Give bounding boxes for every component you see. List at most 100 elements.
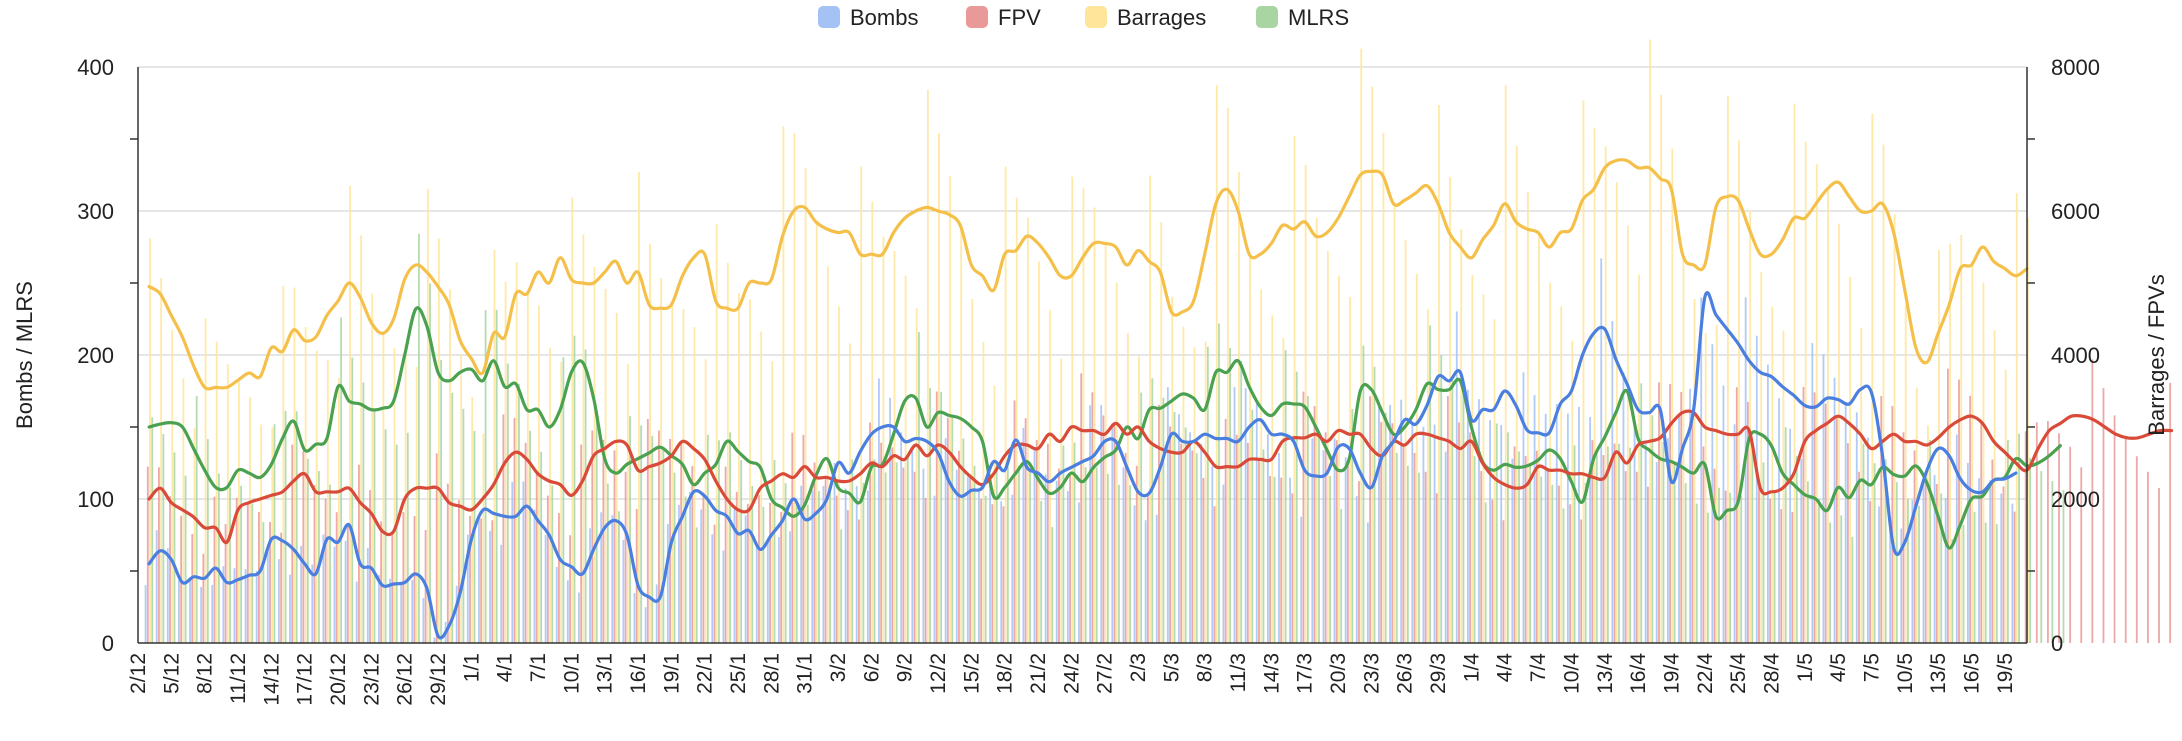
bar-mlrs xyxy=(1140,392,1143,643)
bar-barrages xyxy=(1626,225,1629,643)
bar-barrages xyxy=(271,427,274,643)
bar-bombs xyxy=(344,540,347,643)
bar-fpv xyxy=(1880,396,1883,643)
bar-mlrs xyxy=(1940,493,1943,643)
x-tick-label: 4/4 xyxy=(1494,653,1517,683)
bar-bombs xyxy=(811,490,814,643)
left-tick-label: 200 xyxy=(77,343,114,368)
bar-bombs xyxy=(189,579,191,643)
x-tick-label: 10/4 xyxy=(1560,653,1583,694)
right-axis-title: Barrages / FPVs xyxy=(2144,274,2169,435)
bar-bombs xyxy=(1844,403,1847,643)
bar-mlrs xyxy=(184,475,187,643)
bar-fpv xyxy=(1246,442,1249,643)
bar-fpv xyxy=(2102,388,2105,643)
bar-mlrs xyxy=(1529,465,1532,643)
bar-bombs xyxy=(1944,497,1947,643)
bar-bombs xyxy=(911,447,914,643)
bar-bombs xyxy=(622,539,625,643)
bar-barrages xyxy=(160,278,163,643)
bar-bombs xyxy=(855,485,858,643)
bar-bombs xyxy=(1178,414,1180,643)
bar-mlrs xyxy=(595,409,598,643)
bar-mlrs xyxy=(1106,473,1109,643)
bar-fpv xyxy=(202,553,205,643)
bar-barrages xyxy=(649,243,651,644)
bar-mlrs xyxy=(151,417,154,643)
x-tick-label: 9/2 xyxy=(894,653,917,682)
x-tick-label: 22/1 xyxy=(694,653,717,694)
bar-mlrs xyxy=(551,485,554,643)
bar-barrages xyxy=(1326,251,1329,643)
bar-barrages xyxy=(804,168,807,644)
bar-fpv xyxy=(791,432,794,643)
bar-mlrs xyxy=(1729,492,1732,643)
bar-barrages xyxy=(1082,188,1085,644)
bar-mlrs xyxy=(451,392,454,643)
bar-mlrs xyxy=(618,511,620,643)
bar-bombs xyxy=(300,545,303,643)
bar-barrages xyxy=(460,354,463,643)
bar-mlrs xyxy=(1518,451,1520,643)
bar-bombs xyxy=(800,485,803,643)
bar-barrages xyxy=(1126,333,1129,643)
bar-mlrs xyxy=(1862,443,1865,643)
bar-bombs xyxy=(989,477,991,643)
bar-mlrs xyxy=(1684,483,1687,643)
bar-barrages xyxy=(1938,249,1940,644)
bar-mlrs xyxy=(329,484,331,643)
bar-fpv xyxy=(1902,432,1905,643)
bar-barrages xyxy=(1215,85,1218,643)
bar-barrages xyxy=(1482,294,1485,643)
bar-bombs xyxy=(589,528,591,643)
bar-barrages xyxy=(415,367,418,643)
bar-bombs xyxy=(755,545,758,643)
bar-fpv xyxy=(391,531,394,643)
bar-fpv xyxy=(1991,459,1994,643)
bar-mlrs xyxy=(473,430,476,643)
bar-bombs xyxy=(1855,412,1858,643)
bar-mlrs xyxy=(1095,467,1098,643)
bar-fpv xyxy=(646,418,649,643)
bar-mlrs xyxy=(1673,461,1676,643)
bar-mlrs xyxy=(918,332,920,643)
bar-mlrs xyxy=(506,363,509,643)
bar-barrages xyxy=(1204,341,1207,643)
bar-mlrs xyxy=(1851,536,1854,643)
bar-fpv xyxy=(1524,456,1527,643)
bar-barrages xyxy=(1671,148,1674,644)
bar-barrages xyxy=(493,249,496,644)
bar-fpv xyxy=(758,495,760,643)
bar-bombs xyxy=(1278,452,1280,643)
bar-mlrs xyxy=(1995,524,1998,643)
bar-mlrs xyxy=(1362,345,1365,643)
bar-barrages xyxy=(1993,330,1996,643)
bar-bombs xyxy=(1311,438,1314,643)
bar-mlrs xyxy=(984,495,987,643)
bar-mlrs xyxy=(1173,411,1176,643)
bar-barrages xyxy=(782,126,785,643)
bar-mlrs xyxy=(229,487,231,643)
bar-bombs xyxy=(1644,443,1647,643)
legend-label-bombs: Bombs xyxy=(850,5,918,30)
bar-mlrs xyxy=(795,504,798,643)
right-tick-label: 8000 xyxy=(2051,55,2100,80)
bar-fpv xyxy=(280,532,283,643)
bar-barrages xyxy=(1649,39,1652,644)
bar-bombs xyxy=(1233,386,1236,643)
bar-mlrs xyxy=(784,483,787,643)
bar-fpv xyxy=(1502,520,1505,643)
bar-fpv xyxy=(1213,506,1216,643)
bar-bombs xyxy=(1033,450,1036,643)
bar-fpv xyxy=(1291,493,1294,643)
bar-bombs xyxy=(822,486,825,643)
x-tick-label: 4/1 xyxy=(494,653,517,682)
line-fpv xyxy=(147,409,2174,545)
bar-fpv xyxy=(1580,519,1583,643)
bar-barrages xyxy=(1604,146,1607,643)
bar-mlrs xyxy=(1640,383,1643,643)
x-tick-label: 1/1 xyxy=(460,653,483,682)
bar-bombs xyxy=(211,584,214,643)
bar-barrages xyxy=(1726,96,1729,643)
